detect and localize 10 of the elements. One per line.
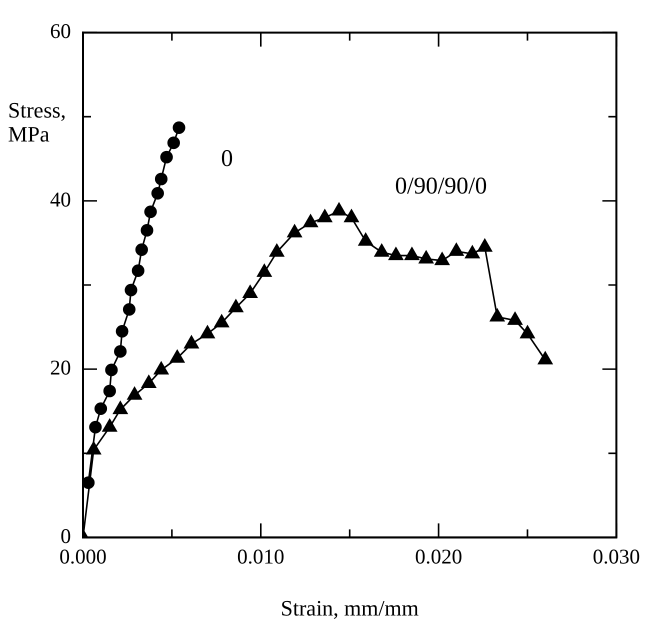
y-tick-label: 20: [50, 356, 71, 380]
x-tick-label: 0.020: [414, 544, 462, 569]
y-axis-title: Stress, MPa: [8, 97, 66, 146]
x-tick-label: 0.010: [237, 544, 284, 569]
series-label: 0/90/90/0: [395, 173, 488, 200]
x-axis-title: Strain, mm/mm: [280, 596, 419, 621]
x-tick-label: 0.030: [592, 544, 640, 569]
y-tick-label: 40: [50, 187, 71, 212]
series-label: 0: [221, 146, 234, 172]
y-tick-label: 60: [50, 19, 71, 44]
